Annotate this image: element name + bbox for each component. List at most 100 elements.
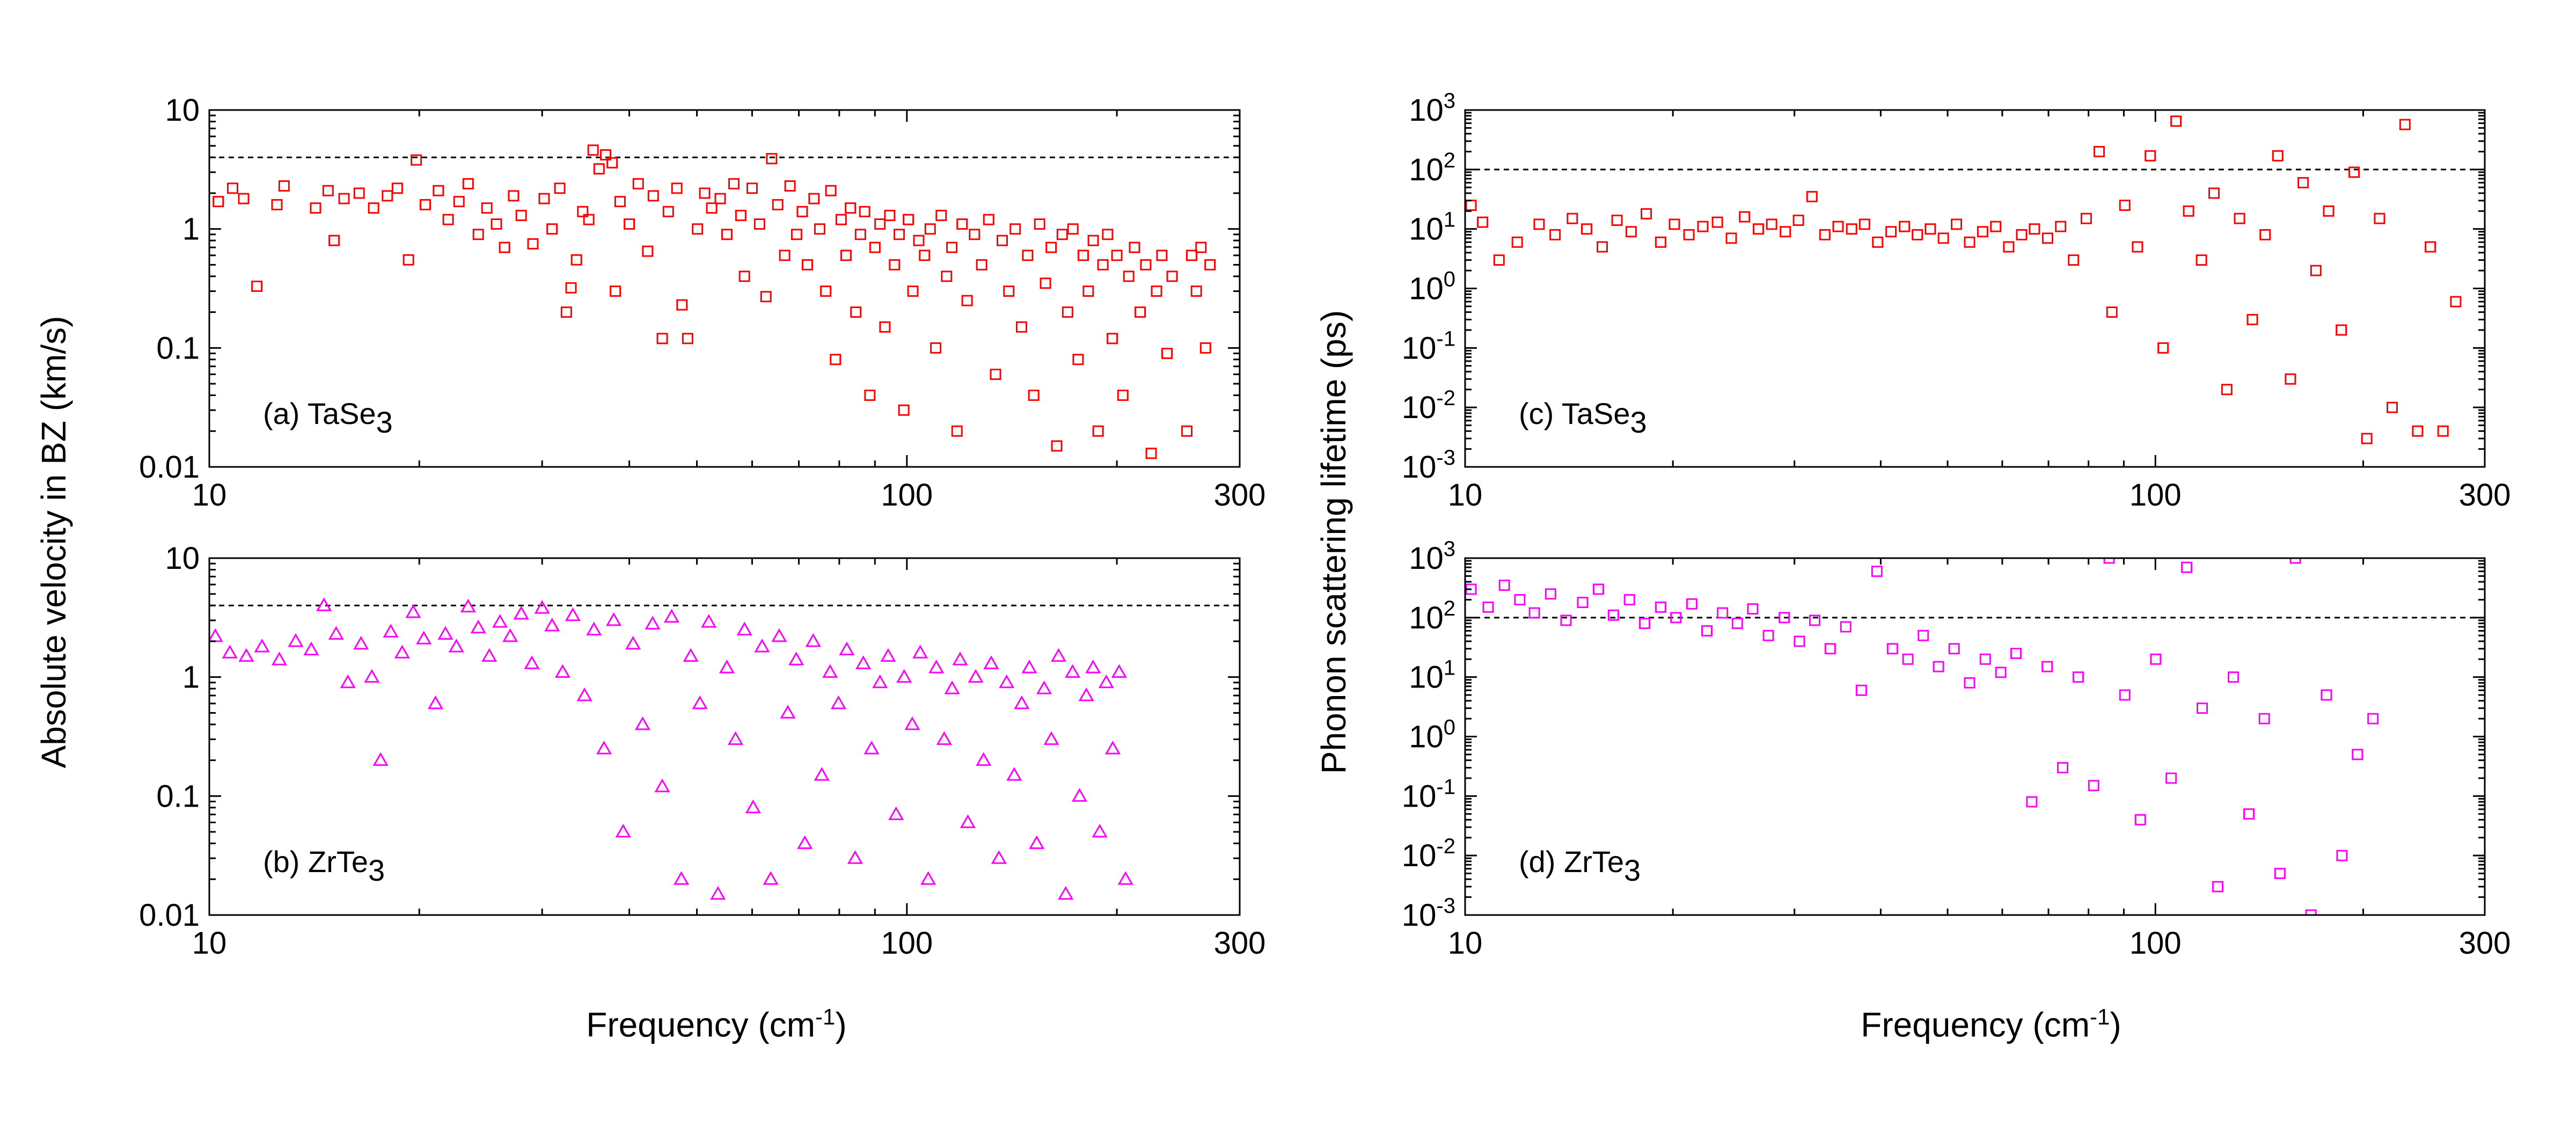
data-point: [1204, 259, 1216, 270]
data-point: [714, 193, 726, 204]
x-tick-label: 100: [881, 478, 933, 513]
data-point: [969, 229, 980, 240]
data-point: [1912, 229, 1923, 240]
data-point: [614, 196, 626, 208]
data-point: [2348, 166, 2360, 178]
data-point: [1097, 259, 1109, 270]
data-point: [692, 223, 704, 235]
data-point: [760, 291, 772, 303]
data-point: [2134, 814, 2146, 825]
data-point: [1493, 254, 1505, 266]
data-point: [754, 639, 770, 653]
data-point: [513, 605, 529, 620]
data-point: [1036, 680, 1052, 694]
data-point: [847, 850, 863, 864]
data-point: [854, 229, 866, 240]
data-point: [481, 648, 497, 662]
data-point: [898, 404, 910, 416]
data-point: [1623, 594, 1635, 605]
data-point: [801, 259, 813, 270]
y-tick-label: 100: [1409, 716, 1455, 755]
data-point: [2003, 241, 2015, 253]
data-point: [1739, 211, 1751, 223]
data-point: [976, 752, 992, 766]
y-tick-label: 10-2: [1402, 386, 1455, 425]
data-point: [322, 185, 334, 196]
data-point: [822, 664, 838, 678]
plot-frame: [208, 109, 1241, 468]
data-point: [745, 799, 761, 814]
data-point: [1156, 250, 1168, 261]
data-point: [2212, 881, 2223, 892]
data-point: [2072, 671, 2084, 683]
data-point: [1040, 277, 1051, 289]
data-point: [2272, 150, 2284, 162]
data-point: [2336, 850, 2348, 861]
data-point: [788, 652, 804, 665]
data-point: [1670, 612, 1682, 624]
data-point: [2387, 401, 2398, 413]
data-point: [763, 871, 779, 885]
data-point: [662, 206, 674, 217]
data-point: [570, 254, 582, 266]
y-tick-label: 0.1: [156, 331, 200, 365]
x-tick-label: 100: [2129, 478, 2182, 513]
data-series-ZrTe3: [209, 597, 1133, 900]
data-point: [2305, 909, 2317, 915]
data-point: [1043, 731, 1059, 745]
data-point: [481, 202, 493, 214]
data-point: [1683, 229, 1695, 240]
data-point: [1872, 236, 1884, 248]
data-point: [1058, 885, 1074, 900]
data-point: [600, 149, 612, 161]
data-point: [2297, 177, 2309, 188]
data-point: [2145, 150, 2156, 162]
data-point: [1858, 218, 1870, 230]
y-tick-label: 10-3: [1402, 446, 1455, 485]
data-point: [340, 674, 356, 689]
data-point: [791, 229, 802, 240]
y-tick-label: 101: [1409, 656, 1455, 695]
data-point: [845, 202, 857, 214]
data-point: [928, 660, 945, 674]
data-point: [576, 687, 592, 701]
data-point: [2041, 661, 2053, 672]
data-point: [1668, 218, 1680, 230]
data-point: [1625, 226, 1637, 238]
data-point: [855, 655, 872, 669]
y-tick-label: 103: [1409, 537, 1455, 576]
data-point: [944, 680, 960, 694]
data-point: [2010, 648, 2022, 660]
data-point: [682, 333, 693, 345]
data-point: [1078, 687, 1094, 701]
data-point: [1077, 250, 1089, 261]
data-point: [656, 333, 668, 345]
data-point: [1098, 674, 1114, 689]
data-point: [2352, 749, 2363, 760]
left-y-axis-label: Absolute velocity in BZ (km/s): [34, 316, 73, 769]
data-point: [492, 614, 508, 628]
y-tick-label: 10: [165, 93, 200, 128]
data-point: [2197, 702, 2208, 714]
data-point: [727, 731, 744, 745]
data-point: [1003, 286, 1015, 297]
data-point: [499, 241, 510, 253]
data-point: [1762, 630, 1774, 641]
data-point: [830, 695, 847, 709]
data-point: [814, 767, 830, 781]
data-point: [692, 695, 708, 709]
y-tick-label: 102: [1409, 149, 1455, 187]
data-point: [634, 716, 651, 730]
data-point: [738, 270, 750, 282]
data-point: [919, 250, 931, 261]
data-point: [2221, 384, 2233, 396]
x-tick-label: 10: [192, 478, 227, 513]
data-point: [820, 286, 832, 297]
left-x-label-text: Frequency (cm: [586, 1005, 816, 1044]
data-point: [1166, 270, 1178, 282]
data-point: [728, 178, 740, 189]
data-point: [1731, 618, 1743, 630]
left-x-axis-label: Frequency (cm-1): [341, 996, 1092, 1046]
data-point: [766, 153, 778, 165]
